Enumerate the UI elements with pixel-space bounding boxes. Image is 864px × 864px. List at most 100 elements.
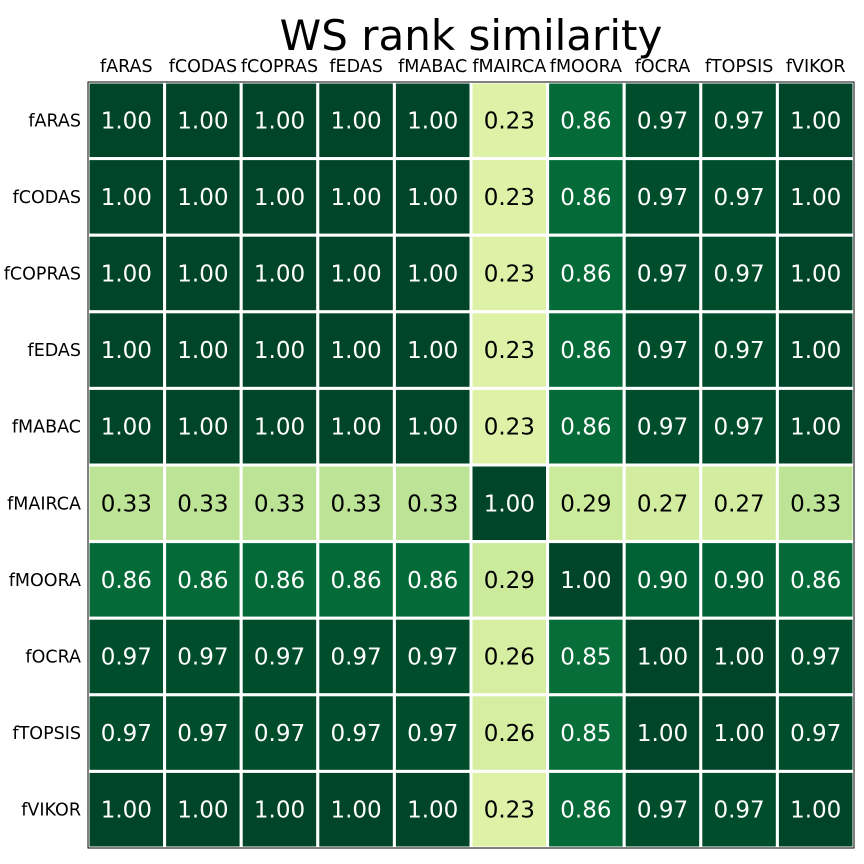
- x-tick-label: fMAIRCA: [472, 57, 546, 77]
- heatmap-cell: [239, 463, 320, 544]
- cell-value-label: 1.00: [713, 645, 764, 671]
- heatmap-cell: [469, 769, 550, 850]
- cell-value-label: 0.97: [330, 721, 381, 747]
- cell-value-label: 0.97: [254, 645, 305, 671]
- heatmap-cell: [86, 463, 167, 544]
- heatmap-cell: [622, 80, 703, 161]
- heatmap-cell: [546, 233, 626, 314]
- cell-value-label: 0.86: [330, 568, 381, 594]
- heatmap-cell: [469, 157, 550, 237]
- cell-value-label: 1.00: [790, 798, 841, 824]
- cell-value-label: 0.23: [484, 185, 535, 211]
- cell-value-label: 0.97: [637, 108, 688, 134]
- cell-value-label: 0.86: [560, 262, 611, 288]
- cell-value-label: 1.00: [254, 338, 305, 364]
- cell-value-label: 0.23: [484, 798, 535, 824]
- cell-value-label: 0.86: [790, 568, 841, 594]
- heatmap-cell: [86, 310, 167, 390]
- cell-value-label: 0.90: [637, 568, 688, 594]
- plot-border: [87, 81, 855, 849]
- cell-value-label: 0.97: [407, 721, 458, 747]
- heatmap-cell: [699, 233, 779, 314]
- cell-value-label: 1.00: [101, 185, 152, 211]
- y-tick-label: fVIKOR: [21, 801, 81, 821]
- cell-value-label: 0.97: [713, 415, 764, 441]
- heatmap-cell: [699, 157, 779, 237]
- cell-value-label: 1.00: [713, 721, 764, 747]
- cell-value-label: 0.29: [484, 568, 535, 594]
- heatmap-cell: [699, 463, 779, 544]
- heatmap-cell: [163, 616, 243, 697]
- cell-value-label: 0.33: [790, 491, 841, 517]
- heatmap-cell: [469, 463, 550, 544]
- cell-value-label: 1.00: [177, 185, 228, 211]
- cell-value-label: 0.97: [101, 645, 152, 671]
- cell-value-label: 1.00: [101, 415, 152, 441]
- cell-value-label: 1.00: [254, 798, 305, 824]
- cell-value-label: 1.00: [101, 262, 152, 288]
- cell-value-label: 0.97: [637, 338, 688, 364]
- heatmap-cell: [699, 693, 779, 773]
- y-tick-label: fTOPSIS: [12, 724, 81, 744]
- heatmap-cell: [775, 386, 856, 467]
- cell-value-label: 0.86: [560, 108, 611, 134]
- heatmap-cell: [392, 769, 473, 850]
- cell-value-label: 0.97: [101, 721, 152, 747]
- cell-value-label: 1.00: [484, 491, 535, 517]
- y-tick-label: fMAIRCA: [7, 494, 81, 514]
- y-tick-label: fCOPRAS: [4, 265, 81, 285]
- cell-value-label: 0.23: [484, 262, 535, 288]
- cell-value-label: 1.00: [407, 108, 458, 134]
- cell-value-label: 0.97: [637, 798, 688, 824]
- heatmap-cell: [392, 386, 473, 467]
- heatmap-cell: [622, 693, 703, 773]
- heatmap-cell: [163, 693, 243, 773]
- heatmap-cell: [163, 157, 243, 237]
- cell-value-label: 0.97: [713, 338, 764, 364]
- cell-value-label: 0.33: [177, 491, 228, 517]
- cell-value-label: 0.33: [407, 491, 458, 517]
- cell-value-label: 0.97: [177, 721, 228, 747]
- cell-value-label: 0.27: [713, 491, 764, 517]
- cell-value-label: 0.86: [101, 568, 152, 594]
- x-tick-label: fTOPSIS: [705, 57, 774, 77]
- cell-value-label: 0.90: [713, 568, 764, 594]
- heatmap-cell: [699, 386, 779, 467]
- heatmap-cell: [469, 310, 550, 390]
- cell-value-label: 0.23: [484, 415, 535, 441]
- cell-value-label: 0.97: [330, 645, 381, 671]
- cell-value-label: 1.00: [560, 568, 611, 594]
- cell-value-label: 1.00: [407, 262, 458, 288]
- cell-value-label: 1.00: [790, 415, 841, 441]
- heatmap-cell: [546, 693, 626, 773]
- cell-value-label: 0.33: [254, 491, 305, 517]
- heatmap-cell: [546, 310, 626, 390]
- cell-value-label: 0.97: [713, 798, 764, 824]
- cell-value-label: 0.97: [637, 185, 688, 211]
- cell-value-label: 0.86: [560, 798, 611, 824]
- x-tick-label: fOCRA: [635, 57, 691, 77]
- heatmap-cell: [469, 386, 550, 467]
- y-tick-label: fOCRA: [25, 648, 81, 668]
- x-tick-label: fMABAC: [398, 57, 467, 77]
- heatmap-cell: [163, 386, 243, 467]
- y-tick-label: fMOORA: [9, 571, 81, 591]
- heatmap-cell: [775, 157, 856, 237]
- heatmap-cell: [316, 463, 396, 544]
- heatmap-cell: [316, 540, 396, 620]
- cell-value-label: 1.00: [407, 798, 458, 824]
- heatmap-cell: [316, 616, 396, 697]
- cell-value-label: 0.97: [790, 721, 841, 747]
- x-tick-label: fVIKOR: [786, 57, 846, 77]
- heatmap-cell: [392, 616, 473, 697]
- cell-value-label: 1.00: [101, 108, 152, 134]
- chart-title: WS rank similarity: [280, 11, 663, 60]
- cell-value-label: 1.00: [177, 262, 228, 288]
- x-tick-label: fARAS: [100, 57, 153, 77]
- cell-value-label: 0.97: [713, 185, 764, 211]
- heatmap-cell: [546, 157, 626, 237]
- cell-value-label: 0.27: [637, 491, 688, 517]
- heatmap-cell: [239, 233, 320, 314]
- cell-value-label: 0.86: [560, 185, 611, 211]
